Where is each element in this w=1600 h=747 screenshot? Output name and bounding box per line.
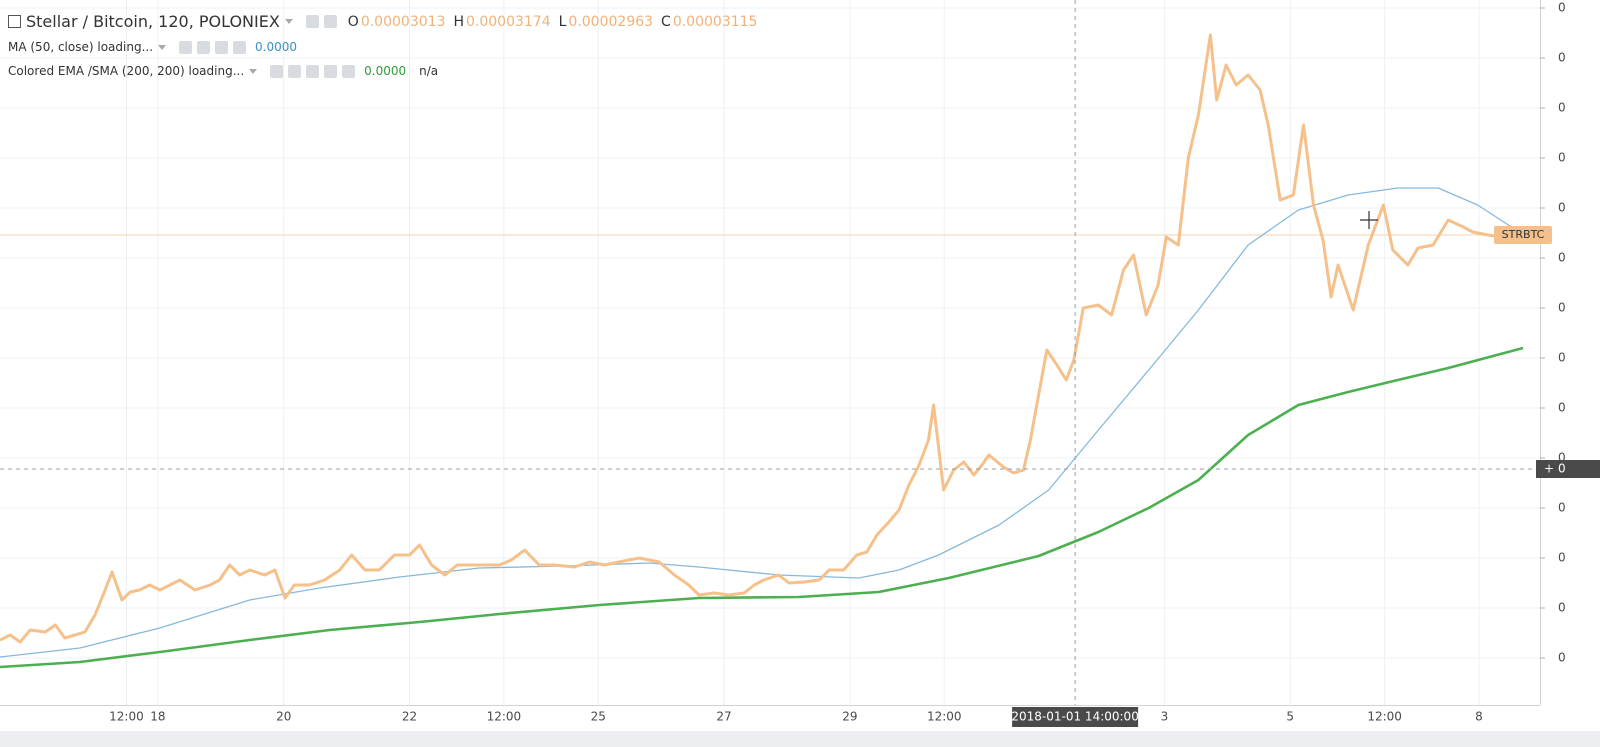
- indicator-menu[interactable]: [249, 68, 258, 74]
- settings-icon[interactable]: [288, 64, 302, 78]
- indicator-menu[interactable]: [158, 44, 167, 50]
- series-line: [0, 187, 1514, 658]
- x-tick-label: 25: [591, 710, 606, 724]
- bottom-toolbar: [0, 731, 1600, 747]
- y-tick-label: 0: [1558, 151, 1566, 165]
- y-tick-label: 0: [1558, 251, 1566, 265]
- crosshair-y-label-bg: [1536, 460, 1600, 478]
- ohlc-value: 0.00003013: [360, 13, 446, 30]
- ema-legend: Colored EMA /SMA (200, 200) loading... 0…: [8, 64, 438, 78]
- indicator-label: Colored EMA /SMA (200, 200) loading...: [8, 64, 245, 78]
- ohlc: O 0.00003013 H 0.00003174 L 0.00002963 C 0.0000…: [342, 14, 758, 30]
- x-tick-label: 22: [402, 710, 417, 724]
- crosshair-x-label-bg: [1012, 707, 1139, 727]
- x-tick-label: 12:00: [109, 710, 144, 724]
- settings-icon[interactable]: [197, 40, 211, 54]
- cursor: [1360, 211, 1378, 229]
- symbol-menu[interactable]: [284, 19, 293, 24]
- crosshair-y-label: 0: [1558, 462, 1566, 476]
- y-tick-label: 0: [1558, 651, 1566, 665]
- grid: [0, 0, 1540, 705]
- series-line: [0, 33, 1514, 644]
- remove-icon[interactable]: [233, 40, 247, 54]
- add-icon[interactable]: [215, 40, 229, 54]
- y-tick-label: 0: [1558, 51, 1566, 65]
- y-tick-label: 0: [1558, 501, 1566, 515]
- crosshair-plus: +: [1544, 462, 1554, 476]
- indicator-value: 0.0000: [255, 40, 298, 54]
- indicator-extra: n/a: [419, 64, 439, 78]
- x-tick-label: 3: [1161, 710, 1169, 724]
- ohlc-key: C: [661, 13, 671, 30]
- ohlc-key: L: [558, 13, 567, 30]
- eye-icon[interactable]: [305, 15, 319, 28]
- settings-icon[interactable]: [323, 15, 337, 28]
- y-tick-label: 0: [1558, 1, 1566, 15]
- x-tick-label: 27: [716, 710, 731, 724]
- eye-icon[interactable]: [179, 40, 193, 54]
- y-tick-label: 0: [1558, 101, 1566, 115]
- y-tick-label: 0: [1558, 551, 1566, 565]
- eye-icon[interactable]: [270, 64, 284, 78]
- crosshair-x-label: 2018-01-01 14:00:00: [1011, 710, 1138, 724]
- ohlc-value: 0.00003115: [672, 13, 758, 30]
- x-tick-label: 5: [1286, 710, 1294, 724]
- series-line: [0, 346, 1524, 669]
- ohlc-value: 0.00003174: [465, 13, 551, 30]
- y-tick-label: 0: [1558, 301, 1566, 315]
- y-tick-label: 0: [1558, 451, 1566, 465]
- series-label: STRBTC: [1502, 228, 1545, 241]
- indicator-label: MA (50, close) loading...: [8, 40, 154, 54]
- y-tick-label: 0: [1558, 601, 1566, 615]
- x-tick-label: 8: [1475, 710, 1483, 724]
- x-tick-label: 20: [276, 710, 291, 724]
- ohlc-value: 0.00002963: [568, 13, 654, 30]
- y-tick-label: 0: [1558, 401, 1566, 415]
- indicator-value: 0.0000: [364, 64, 407, 78]
- ohlc-key: H: [453, 13, 464, 30]
- add-icon[interactable]: [324, 64, 338, 78]
- symbol-legend: Stellar / Bitcoin, 120, POLONIEX O 0.0000…: [8, 12, 757, 31]
- collapse-button[interactable]: [8, 15, 21, 28]
- ma-legend: MA (50, close) loading... 0.0000: [8, 40, 297, 54]
- x-tick-label: 29: [842, 710, 857, 724]
- y-tick-label: 0: [1558, 351, 1566, 365]
- x-tick-label: 12:00: [487, 710, 522, 724]
- symbol-title: Stellar / Bitcoin, 120, POLONIEX: [26, 12, 280, 31]
- x-tick-label: 12:00: [927, 710, 962, 724]
- x-tick-label: 12:00: [1367, 710, 1402, 724]
- remove-icon[interactable]: [342, 64, 356, 78]
- x-tick-label: 18: [150, 710, 165, 724]
- price-axis: [1540, 0, 1600, 747]
- series-label-bg: [1494, 226, 1552, 244]
- y-tick-label: 0: [1558, 201, 1566, 215]
- ohlc-key: O: [347, 13, 359, 30]
- source-icon[interactable]: [306, 64, 320, 78]
